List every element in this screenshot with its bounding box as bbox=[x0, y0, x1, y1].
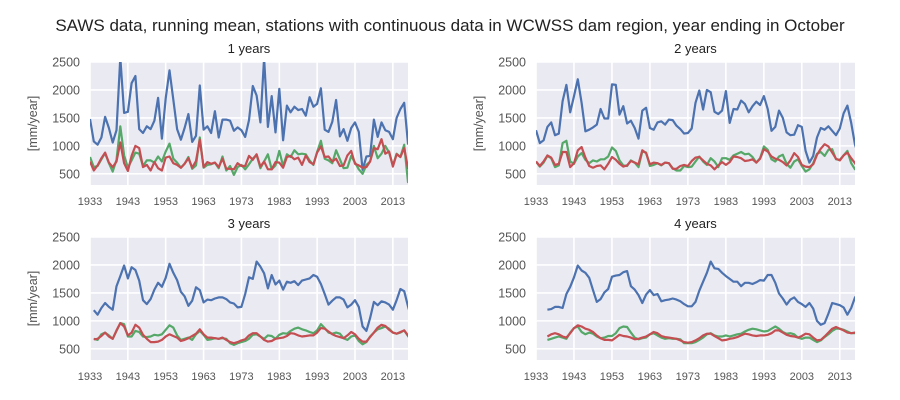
x-tick-label: 1953 bbox=[600, 371, 624, 383]
y-tick-label: 1000 bbox=[498, 139, 526, 153]
chart-panel-4: 500 1000 1500 2000 2500 1933 1943 1953 1963 1973 1… bbox=[498, 216, 855, 383]
x-tick-label: 1973 bbox=[229, 371, 253, 383]
x-tick-label: 1953 bbox=[153, 196, 177, 208]
y-tick-label: 500 bbox=[59, 167, 80, 181]
x-tick-label: 1933 bbox=[524, 196, 548, 208]
x-tick-label: 1983 bbox=[267, 371, 291, 383]
chart-panel-1: 500 1000 1500 2000 2500 1933 1943 1953 1963 1973 1… bbox=[26, 41, 408, 208]
x-tick-label: 2003 bbox=[343, 196, 367, 208]
x-tick-label: 1953 bbox=[153, 371, 177, 383]
series-line-3 bbox=[93, 322, 408, 345]
x-tick-label: 1993 bbox=[305, 196, 329, 208]
y-tick-label: 2000 bbox=[52, 258, 80, 272]
y-tick-label: 1000 bbox=[498, 314, 526, 328]
series-line-1 bbox=[92, 260, 408, 332]
x-tick-label: 1963 bbox=[638, 196, 662, 208]
x-tick-label: 2013 bbox=[381, 371, 405, 383]
x-tick-label: 2013 bbox=[828, 196, 852, 208]
series-line-1 bbox=[536, 78, 855, 164]
panel-title: 3 years bbox=[228, 216, 271, 231]
y-tick-label: 1500 bbox=[52, 286, 80, 300]
y-axis-label: [mm/year] bbox=[472, 96, 486, 152]
x-tick-label: 1933 bbox=[524, 371, 548, 383]
panel-title: 1 years bbox=[228, 41, 271, 56]
x-tick-label: 1933 bbox=[78, 196, 102, 208]
series-line-1 bbox=[90, 62, 408, 171]
x-tick-label: 1963 bbox=[191, 196, 215, 208]
x-tick-label: 1993 bbox=[752, 371, 776, 383]
x-tick-label: 1993 bbox=[752, 196, 776, 208]
y-tick-label: 2500 bbox=[498, 231, 526, 245]
chart-panel-3: 500 1000 1500 2000 2500 1933 1943 1953 1963 1973 1… bbox=[26, 216, 408, 383]
y-tick-label: 1500 bbox=[498, 111, 526, 125]
figure-title: SAWS data, running mean, stations with c… bbox=[55, 16, 845, 35]
series-line-3 bbox=[90, 138, 408, 173]
series-line-3 bbox=[546, 324, 855, 344]
y-tick-label: 2500 bbox=[52, 231, 80, 245]
x-tick-label: 1953 bbox=[600, 196, 624, 208]
y-tick-label: 500 bbox=[505, 167, 526, 181]
y-axis-label: [mm/year] bbox=[26, 271, 40, 327]
x-tick-label: 1973 bbox=[229, 196, 253, 208]
x-tick-label: 1983 bbox=[714, 371, 738, 383]
y-tick-label: 1000 bbox=[52, 139, 80, 153]
panel-title: 4 years bbox=[674, 216, 717, 231]
x-tick-label: 1973 bbox=[676, 371, 700, 383]
x-tick-label: 1963 bbox=[191, 371, 215, 383]
chart-panel-2: 500 1000 1500 2000 2500 1933 1943 1953 1963 1973 1… bbox=[472, 41, 855, 208]
y-tick-label: 2000 bbox=[498, 83, 526, 97]
x-tick-label: 1933 bbox=[78, 371, 102, 383]
x-tick-label: 1983 bbox=[714, 196, 738, 208]
x-tick-label: 1983 bbox=[267, 196, 291, 208]
panel-title: 2 years bbox=[674, 41, 717, 56]
x-tick-label: 1943 bbox=[116, 196, 140, 208]
y-tick-label: 500 bbox=[505, 342, 526, 356]
series-line-3 bbox=[536, 143, 855, 171]
x-tick-label: 2013 bbox=[381, 196, 405, 208]
x-tick-label: 1943 bbox=[116, 371, 140, 383]
x-tick-label: 1943 bbox=[562, 371, 586, 383]
x-tick-label: 1973 bbox=[676, 196, 700, 208]
x-tick-label: 1943 bbox=[562, 196, 586, 208]
y-tick-label: 2500 bbox=[498, 56, 526, 70]
y-tick-label: 500 bbox=[59, 342, 80, 356]
y-tick-label: 2500 bbox=[52, 56, 80, 70]
x-tick-label: 1993 bbox=[305, 371, 329, 383]
x-tick-label: 2003 bbox=[790, 196, 814, 208]
x-tick-label: 2003 bbox=[343, 371, 367, 383]
x-tick-label: 1963 bbox=[638, 371, 662, 383]
y-tick-label: 1500 bbox=[52, 111, 80, 125]
x-tick-label: 2013 bbox=[828, 371, 852, 383]
y-tick-label: 1000 bbox=[52, 314, 80, 328]
y-tick-label: 2000 bbox=[52, 83, 80, 97]
y-tick-label: 2000 bbox=[498, 258, 526, 272]
series-line-1 bbox=[547, 260, 855, 326]
y-axis-label: [mm/year] bbox=[26, 96, 40, 152]
x-tick-label: 2003 bbox=[790, 371, 814, 383]
y-tick-label: 1500 bbox=[498, 286, 526, 300]
